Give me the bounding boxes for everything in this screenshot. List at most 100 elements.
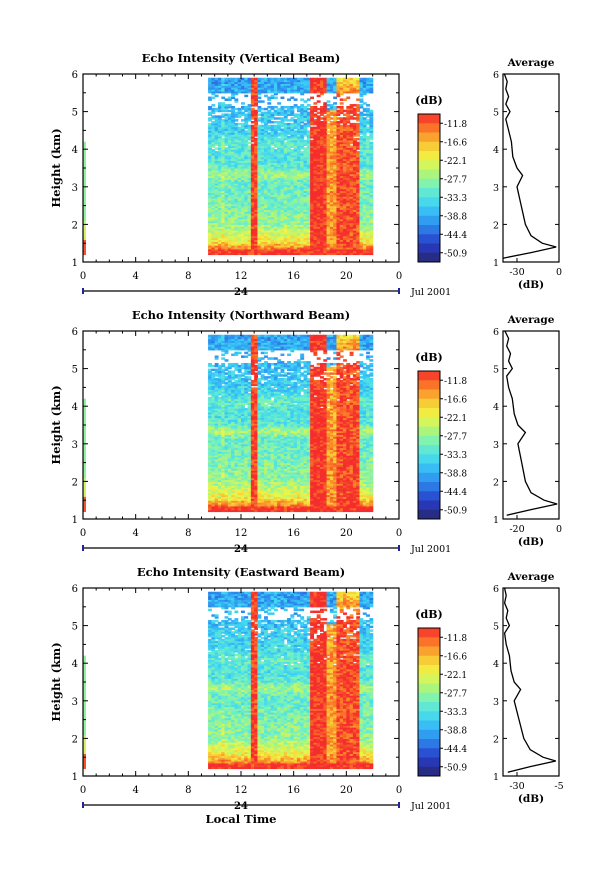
heatmap-cell [254,121,259,124]
heatmap-cell [217,218,222,222]
heatmap-cell [221,344,226,347]
heatmap-cell [362,154,367,158]
heatmap-cell [231,171,236,175]
heatmap-cell [241,226,245,229]
heatmap-cell [217,145,222,148]
heatmap-cell [369,183,374,186]
heatmap-cell [208,224,212,227]
heatmap-cell [270,181,275,184]
heatmap-cell [290,145,295,148]
y-tick-label: 5 [72,108,78,119]
heatmap-cell [369,218,374,222]
heatmap-cell [300,98,305,101]
heatmap-cell [221,445,226,449]
heatmap-cell [247,235,252,239]
heatmap-cell [217,413,222,417]
heatmap-cell [273,160,278,163]
heatmap-cell [227,503,232,507]
heatmap-cell [287,228,291,231]
heatmap-cell [224,481,229,484]
heatmap-cell [333,160,338,163]
heatmap-cell [214,181,219,184]
y-tick-label: 1 [72,258,78,269]
heatmap-cell [273,111,278,115]
heatmap-cell [227,171,232,175]
heatmap-cell [323,201,328,205]
heatmap-cell [369,243,374,246]
heatmap-cell [221,364,226,368]
heatmap-cell [346,224,351,227]
heatmap-cell [333,90,338,94]
heatmap-cell [237,220,242,224]
heatmap-cell [290,111,295,115]
heatmap-cell [343,89,347,92]
heatmap-cell [306,130,311,133]
heatmap-cell [208,149,212,152]
heatmap-cell [287,190,291,194]
heatmap-cell [323,115,328,118]
heatmap-cell [270,216,275,220]
heatmap-cell [254,137,259,141]
heatmap-cell [352,152,357,156]
heatmap-cell [326,154,331,158]
heatmap-cell [313,139,318,143]
heatmap-cell [336,215,341,218]
heatmap-cell [224,252,229,256]
heatmap-cell [211,483,216,486]
heatmap-cell [211,389,216,392]
heatmap-cell [254,183,259,186]
heatmap-cell [313,158,318,162]
heatmap-cell [290,126,295,130]
heatmap-cell [241,164,245,167]
heatmap-cell [333,139,338,143]
heatmap-cell [224,460,229,464]
heatmap-cell [273,235,278,239]
heatmap-cell [326,169,331,173]
heatmap-cell [270,158,275,162]
heatmap-cell [211,128,216,131]
heatmap-cell [264,186,268,190]
heatmap-cell [290,207,295,210]
heatmap-cell [231,87,236,90]
heatmap-cell [231,250,236,254]
heatmap-cell [217,430,222,434]
heatmap-cell [343,173,347,177]
heatmap-cell [306,137,311,141]
heatmap-cell [333,124,338,128]
heatmap-cell [362,248,367,252]
heatmap-cell [254,115,259,118]
heatmap-cell [241,220,245,224]
heatmap-cell [214,231,219,235]
heatmap-cell [303,77,308,81]
heatmap-cell [287,98,291,101]
heatmap-cell [316,151,321,154]
heatmap-cell [260,246,265,250]
heatmap-cell [250,181,255,184]
heatmap-cell [369,237,374,241]
heatmap-cell [277,179,282,182]
heatmap-cell [231,81,236,84]
heatmap-cell [310,245,315,248]
heatmap-cell [359,92,364,96]
heatmap-cell [208,231,212,235]
heatmap-cell [290,250,295,254]
heatmap-cell [208,139,212,143]
heatmap-cell [221,233,226,237]
heatmap-cell [290,194,295,197]
heatmap-cell [287,169,291,173]
heatmap-cell [329,143,334,147]
heatmap-cell [316,134,321,137]
heatmap-cell [267,115,272,118]
heatmap-cell [264,119,268,122]
heatmap-cell [211,246,216,250]
heatmap-cell [227,113,232,116]
heatmap-cell [237,209,242,212]
heatmap-cell [306,207,311,210]
heatmap-cell [234,216,239,220]
heatmap-cell [208,381,212,385]
heatmap-cell [366,126,370,130]
heatmap-cell [339,252,344,256]
heatmap-cell [293,115,298,118]
heatmap-cell [270,162,275,165]
heatmap-cell [339,192,344,195]
